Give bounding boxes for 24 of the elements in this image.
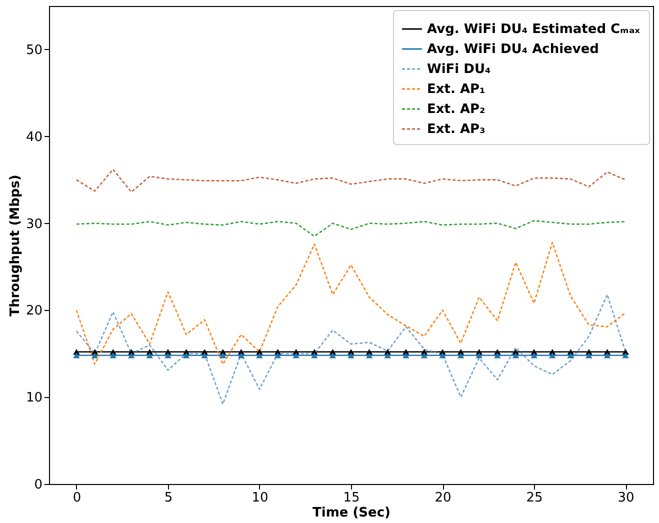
x-tick-label: 30 xyxy=(618,490,634,506)
y-tick-label: 20 xyxy=(26,304,42,319)
line-series xyxy=(76,168,626,193)
legend-label: WiFi DU₄ xyxy=(427,62,492,77)
x-axis-title: Time (Sec) xyxy=(312,506,390,520)
y-axis-title: Throughput (Mbps) xyxy=(8,174,23,316)
x-tick-label: 0 xyxy=(72,490,82,506)
x-tick-label: 10 xyxy=(252,490,268,506)
legend-label: Ext. AP₃ xyxy=(427,122,486,137)
legend-label: Avg. WiFi DU₄ Estimated Cₘₐₓ xyxy=(427,22,641,37)
y-tick-label: 30 xyxy=(26,216,42,232)
x-tick-label: 20 xyxy=(434,490,452,506)
y-tick-label: 50 xyxy=(26,42,42,58)
x-tick-label: 15 xyxy=(343,490,360,506)
legend-label: Avg. WiFi DU₄ Achieved xyxy=(427,42,599,57)
line-series xyxy=(76,220,626,237)
line-series xyxy=(76,242,626,365)
x-tick-label: 5 xyxy=(164,490,173,506)
y-tick-label: 40 xyxy=(26,130,42,145)
y-tick-label: 10 xyxy=(26,390,42,406)
x-tick-label: 25 xyxy=(526,490,543,506)
legend-label: Ext. AP₂ xyxy=(427,102,486,117)
legend-label: Ext. AP₁ xyxy=(427,82,486,97)
y-tick-label: 0 xyxy=(34,478,42,492)
